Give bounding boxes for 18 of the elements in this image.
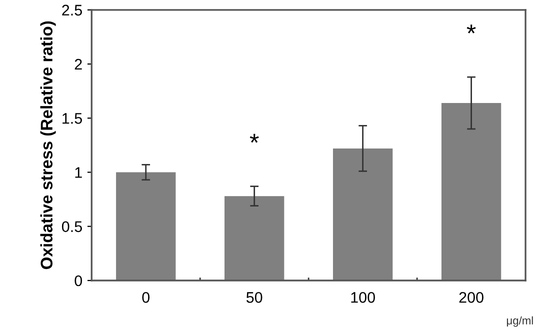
x-axis-title: μg/ml <box>506 316 533 327</box>
y-tick-label: 1.5 <box>62 113 82 124</box>
data-label: * <box>250 134 259 143</box>
bar <box>441 102 502 280</box>
y-tick-label: 0.5 <box>62 221 82 232</box>
x-tick-label: 50 <box>246 292 262 303</box>
x-tick-label: 0 <box>142 292 150 303</box>
bar <box>116 172 176 280</box>
data-label: * <box>466 24 476 34</box>
y-tick-label: 2 <box>74 58 82 70</box>
y-axis-title: Oxidative stress (Relative ratio) <box>40 21 56 270</box>
bar <box>332 148 393 280</box>
x-tick-label: 100 <box>351 292 375 303</box>
x-tick-label: 200 <box>459 292 484 303</box>
bar <box>224 196 284 280</box>
y-tick-label: 1 <box>75 167 82 178</box>
y-tick-label: 0 <box>74 275 82 286</box>
y-tick-label: 2.5 <box>62 4 82 16</box>
